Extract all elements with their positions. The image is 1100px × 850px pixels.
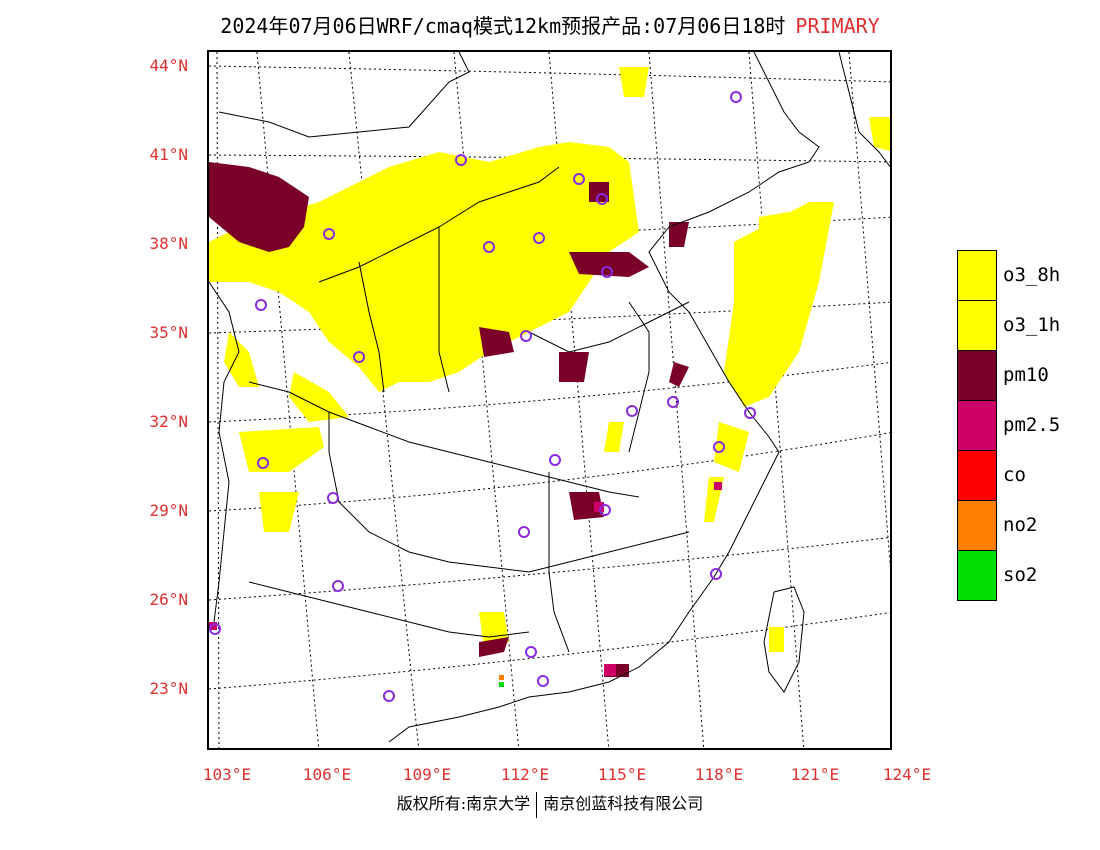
footer-separator <box>536 791 538 818</box>
boundaries <box>209 52 890 743</box>
lon-label-112: 112°E <box>500 765 550 784</box>
station-marker <box>323 228 335 240</box>
station-marker <box>327 492 339 504</box>
station-marker <box>353 351 365 363</box>
lon-label-115: 115°E <box>597 765 647 784</box>
lat-label-44: 44°N <box>149 56 188 75</box>
lat-label-38: 38°N <box>149 234 188 253</box>
station-marker <box>520 330 532 342</box>
station-marker <box>573 173 585 185</box>
legend-label: pm2.5 <box>1003 414 1061 436</box>
station-marker <box>599 504 611 516</box>
station-marker <box>626 405 638 417</box>
station-marker <box>518 526 530 538</box>
station-marker <box>667 396 679 408</box>
station-marker <box>537 675 549 687</box>
copyright: 版权所有:南京大学 南京创蓝科技有限公司 <box>0 790 1100 818</box>
station-marker <box>483 241 495 253</box>
lon-label-121: 121°E <box>790 765 840 784</box>
legend-swatch <box>957 500 997 551</box>
station-marker <box>525 646 537 658</box>
so2-field <box>499 682 504 687</box>
station-marker <box>332 580 344 592</box>
copyright-right: 南京创蓝科技有限公司 <box>543 794 704 813</box>
station-marker <box>730 91 742 103</box>
lon-label-106: 106°E <box>302 765 352 784</box>
pm10-field <box>209 162 689 677</box>
lat-label-29: 29°N <box>149 501 188 520</box>
station-marker <box>255 299 267 311</box>
legend-label: o3_8h <box>1003 264 1061 286</box>
legend-swatch <box>957 300 997 351</box>
lat-label-41: 41°N <box>149 145 188 164</box>
lat-label-23: 23°N <box>149 679 188 698</box>
legend-label: co <box>1003 464 1026 486</box>
station-marker <box>383 690 395 702</box>
legend-swatch <box>957 450 997 501</box>
station-marker <box>713 441 725 453</box>
map-title: 2024年07月06日WRF/cmaq模式12km预报产品:07月06日18时 P… <box>0 10 1100 39</box>
lat-label-32: 32°N <box>149 412 188 431</box>
no2-field <box>499 675 504 680</box>
map-canvas <box>209 52 890 748</box>
pollutant-map <box>207 50 892 750</box>
station-marker <box>710 568 722 580</box>
legend-label: pm10 <box>1003 364 1049 386</box>
pollutant-label: PRIMARY <box>795 14 880 38</box>
lon-label-109: 109°E <box>402 765 452 784</box>
legend-swatch <box>957 400 997 451</box>
lon-label-103: 103°E <box>202 765 252 784</box>
station-marker <box>257 457 269 469</box>
lat-label-35: 35°N <box>149 323 188 342</box>
lat-label-26: 26°N <box>149 590 188 609</box>
legend-label: no2 <box>1003 514 1038 536</box>
station-marker <box>601 266 613 278</box>
station-marker <box>744 407 756 419</box>
lon-label-124: 124°E <box>882 765 932 784</box>
station-marker <box>596 193 608 205</box>
copyright-left: 版权所有:南京大学 <box>396 794 531 813</box>
station-markers <box>209 91 756 702</box>
o3-field <box>209 67 890 652</box>
pm25-field <box>209 482 722 676</box>
station-marker <box>533 232 545 244</box>
legend-swatch <box>957 550 997 601</box>
title-text: 2024年07月06日WRF/cmaq模式12km预报产品:07月06日18时 <box>220 14 786 38</box>
station-marker <box>455 154 467 166</box>
station-marker <box>549 454 561 466</box>
legend-swatch <box>957 350 997 401</box>
legend-swatch <box>957 250 997 301</box>
legend-label: so2 <box>1003 564 1038 586</box>
station-marker <box>209 623 221 635</box>
legend-label: o3_1h <box>1003 314 1061 336</box>
lon-label-118: 118°E <box>694 765 744 784</box>
